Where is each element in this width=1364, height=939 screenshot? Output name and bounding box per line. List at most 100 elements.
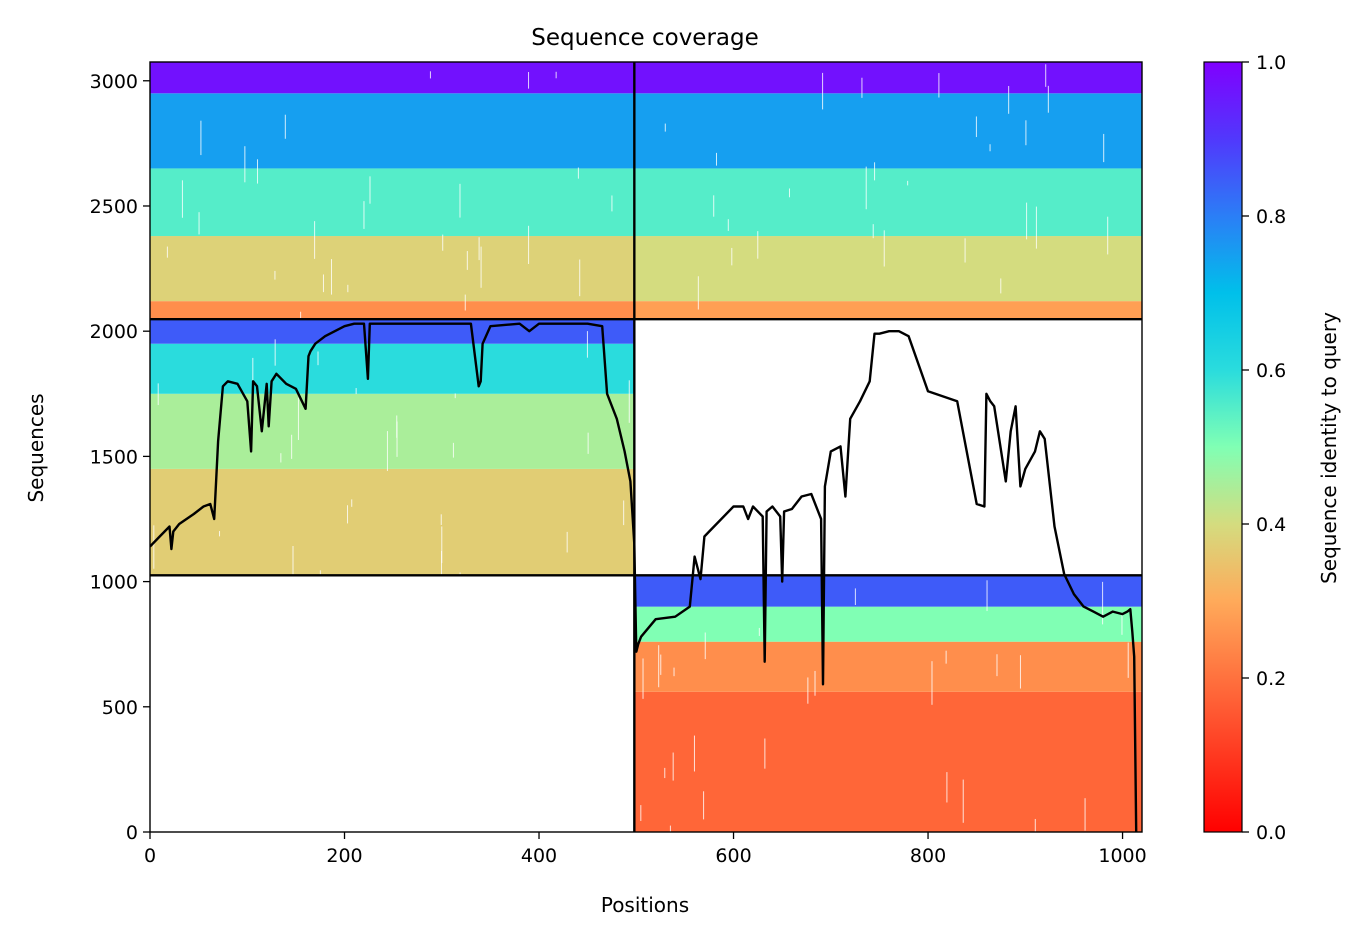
coverage-gap (1107, 216, 1109, 255)
block-top-right (634, 62, 1142, 320)
y-tick-label: 3000 (90, 71, 138, 93)
x-tick-label: 400 (521, 845, 557, 867)
coverage-gap (715, 152, 717, 166)
coverage-gap (157, 383, 159, 406)
identity-band-top-left-4 (150, 62, 635, 94)
coverage-gap (429, 71, 431, 79)
coverage-gap (945, 650, 947, 664)
coverage-gap (986, 580, 988, 612)
coverage-gap (611, 195, 613, 212)
coverage-gap (452, 442, 454, 458)
coverage-gap (907, 180, 909, 186)
coverage-gap (872, 224, 874, 239)
identity-band-bottom-right-1 (634, 641, 1142, 692)
x-axis-ticks: 0 200 400 600 800 1000 (144, 832, 1147, 867)
x-tick-label: 600 (715, 845, 751, 867)
coverage-gap (672, 752, 674, 781)
coverage-gap (1045, 64, 1047, 87)
coverage-gap (1025, 120, 1027, 146)
coverage-gap (628, 380, 630, 423)
coverage-gap (314, 221, 316, 259)
x-tick-label: 800 (910, 845, 946, 867)
coverage-gap (297, 397, 299, 440)
identity-band-top-left-3 (150, 93, 635, 169)
coverage-gap (369, 176, 371, 204)
coverage-gap (727, 219, 729, 231)
coverage-gap (1008, 85, 1010, 114)
coverage-gap (623, 500, 625, 526)
coverage-gap (330, 259, 332, 295)
coverage-gap (822, 72, 824, 110)
coverage-gap (579, 259, 581, 297)
coverage-gap (386, 431, 388, 471)
coverage-gap (642, 658, 644, 699)
coverage-gap (731, 247, 733, 266)
coverage-gap (347, 284, 349, 293)
coverage-gap (480, 246, 482, 288)
y-tick-label: 2500 (90, 196, 138, 218)
coverage-gap (292, 545, 294, 579)
colorbar-label: Sequence identity to query (1317, 312, 1341, 584)
coverage-gap (713, 195, 715, 217)
coverage-gap (1121, 614, 1123, 635)
coverage-gap (441, 526, 443, 564)
coverage-gap (355, 388, 357, 395)
coverage-gap (566, 531, 568, 553)
coverage-gap (459, 572, 461, 597)
identity-band-top-left-2 (150, 168, 635, 237)
identity-band-top-right-3 (634, 93, 1142, 169)
coverage-gap (587, 432, 589, 454)
block-bottom-right (634, 575, 1142, 832)
coverage-gap (861, 77, 863, 98)
x-tick-label: 1000 (1098, 845, 1146, 867)
coverage-gap (555, 71, 557, 79)
colorbar-tick-label: 0.6 (1256, 360, 1286, 382)
coverage-gap (440, 514, 442, 525)
coverage-gap (198, 212, 200, 235)
coverage-gap (363, 201, 365, 229)
coverage-gap (664, 767, 666, 779)
identity-band-middle-left-2 (150, 343, 635, 394)
identity-band-bottom-right-0 (634, 691, 1142, 832)
coverage-gap (758, 627, 760, 636)
plot-frame (149, 61, 1143, 833)
coverage-gap (274, 270, 276, 280)
block-middle-left (150, 319, 635, 600)
coverage-gap (319, 570, 321, 600)
y-tick-label: 0 (126, 822, 138, 844)
x-tick-label: 200 (326, 845, 362, 867)
coverage-gap (962, 779, 964, 823)
coverage-gap (528, 225, 530, 264)
coverage-gap (284, 114, 286, 139)
colorbar-tick-label: 0.8 (1256, 206, 1286, 228)
colorbar (1203, 61, 1243, 833)
coverage-gap (703, 791, 705, 820)
coverage-gap (996, 654, 998, 677)
identity-band-top-left-1 (150, 236, 635, 302)
coverage-gap (1034, 818, 1036, 832)
coverage-gap (807, 677, 809, 704)
coverage-gap (989, 144, 991, 152)
y-tick-label: 2000 (90, 321, 138, 343)
coverage-gap (244, 146, 246, 183)
colorbar-tick-label: 1.0 (1256, 52, 1286, 74)
identity-band-middle-left-1 (150, 393, 635, 469)
coverage-gap (464, 294, 466, 311)
coverage-gap (454, 393, 456, 399)
coverage-gap (693, 735, 695, 772)
colorbar-tick-label: 0.2 (1256, 668, 1286, 690)
coverage-gap (459, 183, 461, 218)
coverage-gap (274, 339, 276, 366)
coverage-gap (478, 237, 480, 261)
y-tick-label: 1500 (90, 446, 138, 468)
coverage-gap (1035, 206, 1037, 249)
identity-band-top-right-1 (634, 236, 1142, 302)
y-tick-label: 500 (102, 697, 138, 719)
coverage-gap (946, 772, 948, 803)
y-axis-ticks: 0 500 1000 1500 2000 2500 3000 (90, 71, 150, 844)
identity-band-middle-left-0 (150, 468, 635, 576)
coverage-gap (975, 116, 977, 138)
coverage-gap (200, 120, 202, 156)
coverage-gap (854, 588, 856, 605)
colorbar-ticks: 0.0 0.2 0.4 0.6 0.8 1.0 (1242, 52, 1286, 844)
